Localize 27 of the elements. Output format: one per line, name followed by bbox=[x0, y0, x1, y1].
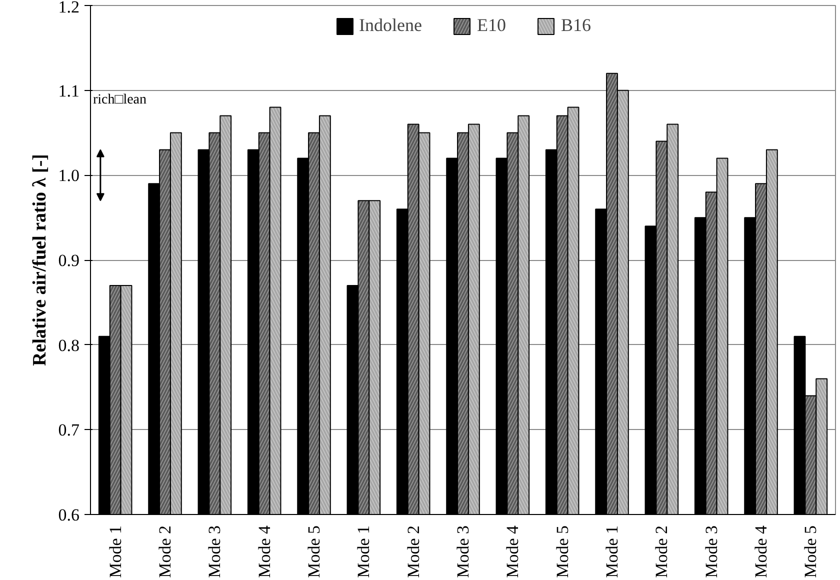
y-tick-label: 1.0 bbox=[58, 166, 80, 186]
y-tick-label: 0.6 bbox=[58, 506, 80, 524]
legend-label: E10 bbox=[476, 15, 506, 36]
x-tick-label: Mode 3 bbox=[205, 525, 224, 578]
x-tick-label: Mode 3 bbox=[454, 525, 472, 578]
x-tick-label: Mode 3 bbox=[702, 525, 721, 578]
x-tick-label: Mode 4 bbox=[752, 525, 770, 578]
x-tick-label: Mode 4 bbox=[254, 525, 274, 578]
legend-label: B16 bbox=[560, 15, 591, 36]
y-axis-title: Relative air/fuel ratio λ [-] bbox=[29, 154, 50, 366]
y-tick-label: 0.7 bbox=[58, 420, 80, 440]
x-tick-label: Mode 2 bbox=[652, 525, 672, 578]
y-tick-label: 1.2 bbox=[58, 0, 80, 16]
y-tick-label: 1.1 bbox=[58, 81, 80, 100]
x-tick-label: Mode 5 bbox=[801, 525, 820, 578]
x-tick-label: Mode 5 bbox=[552, 525, 572, 578]
x-tick-label: Mode 5 bbox=[304, 525, 324, 578]
x-tick-label: Mode 2 bbox=[156, 525, 174, 578]
x-tick-label: Mode 4 bbox=[503, 525, 522, 578]
annotation: rich□lean bbox=[92, 92, 147, 108]
x-tick-label: Mode 1 bbox=[602, 525, 622, 578]
y-tick-label: 0.9 bbox=[58, 251, 80, 270]
legend-label: Indolene bbox=[359, 15, 422, 36]
x-tick-label: Mode 1 bbox=[106, 525, 125, 578]
y-tick-label: 0.8 bbox=[58, 336, 80, 355]
x-tick-label: Mode 1 bbox=[354, 525, 374, 578]
x-tick-label: Mode 2 bbox=[404, 525, 423, 578]
